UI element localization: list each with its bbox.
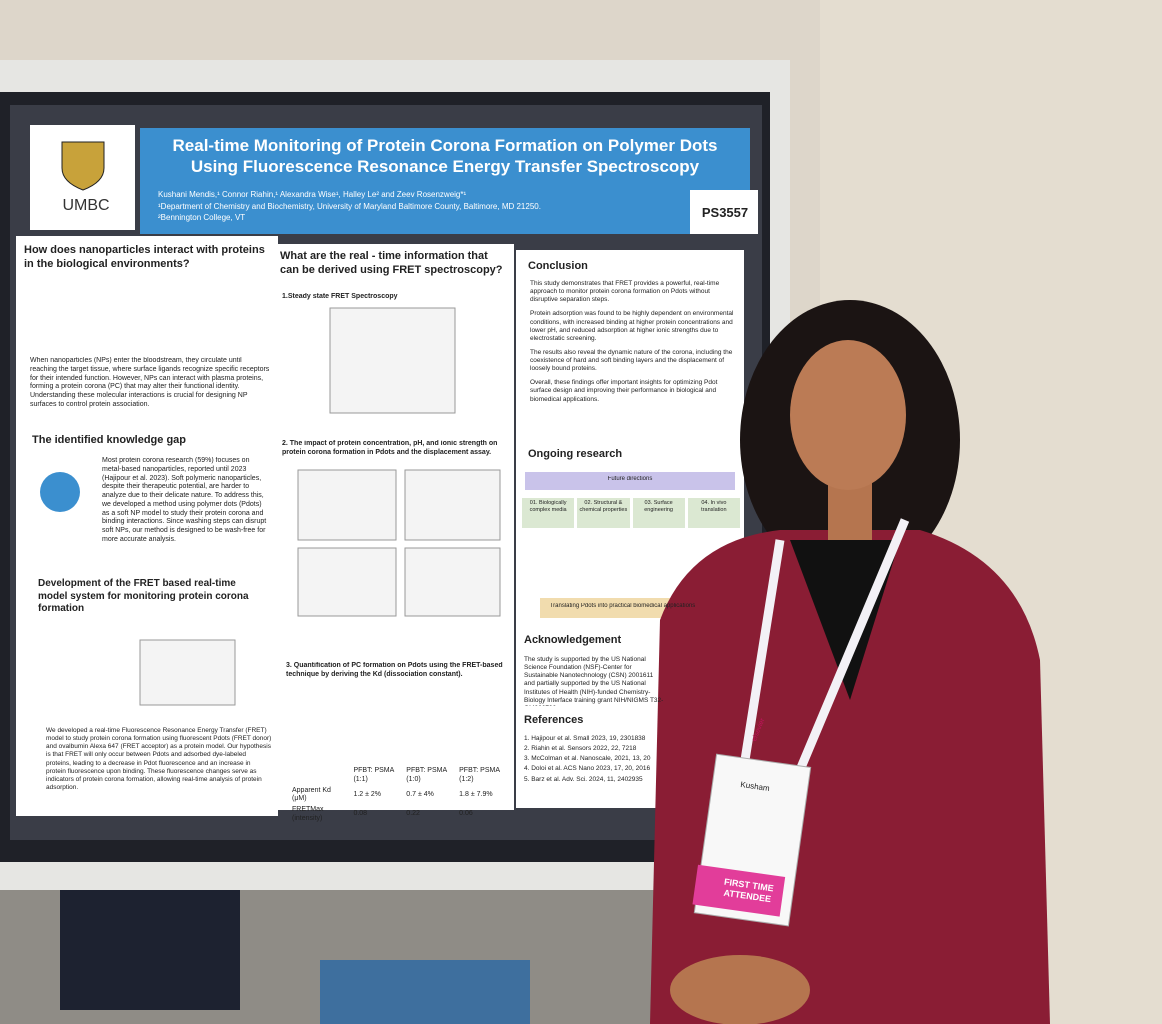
step-box: 04. In vivo translation [687,498,740,528]
subheading: 2. The impact of protein concentration, … [282,440,498,456]
reference: 4. Doloi et al. ACS Nano 2023, 17, 20, 2… [524,765,651,773]
affiliation: ²Bennington College, VT [158,213,246,222]
reference: 5. Barz et al. Adv. Sci. 2024, 11, 24029… [524,775,643,783]
reference: 2. Riahin et al. Sensors 2022, 22, 7218 [524,745,637,753]
table-cell: 0.22 [406,810,420,818]
kd-table-wrap: PFBT: PSMA (1:1) PFBT: PSMA (1:0) PFBT: PS… [288,766,508,825]
translating-label: Translating Pdots into practical biomedi… [549,603,696,609]
conclusion-list: This study demonstrates that FRET provid… [530,280,735,430]
reference-list: 1. Hajipour et al. Small 2023, 19, 23018… [524,735,659,795]
id-box [690,190,758,234]
step-box: 02. Structural & chemical properties [577,498,630,528]
reference: 1. Hajipour et al. Small 2023, 19, 23018… [524,735,646,742]
lanyard [740,518,910,772]
table-cell [288,766,349,786]
section-heading: What are the real - time information tha… [280,250,503,276]
authors: Kushani Mendis,¹ Connor Riahin,¹ Alexand… [158,190,467,199]
table-cell: Apparent Kd (μM) [292,786,331,803]
table-cell: FRETMax (intensity) [292,806,324,822]
table-cell: PFBT: PSMA (1:1) [353,767,394,783]
subheading: 1.Steady state FRET Spectroscopy [282,293,398,300]
section-heading: References [524,714,584,726]
table-cell: 1.2 ± 2% [353,790,382,798]
figure-2c [297,547,397,617]
figure-2b [404,469,501,541]
table-row: Apparent Kd (μM) 1.2 ± 2% 0.7 ± 4% 1.8 ± 7.… [288,786,508,806]
logo-shield [61,141,105,191]
table-cell: 0.7 ± 4% [406,790,434,798]
future-bar [525,472,735,490]
top [790,540,900,700]
figure-2a [297,469,397,541]
table-cell: 0.06 [459,810,473,818]
section-heading: Ongoing research [528,448,623,460]
pie-chart [40,472,80,512]
section-heading: The identified knowledge gap [32,434,187,446]
table-row: PFBT: PSMA (1:1) PFBT: PSMA (1:0) PFBT: PS… [288,766,508,786]
reference: 3. McColman et al. Nanoscale, 2021, 13, … [524,755,651,763]
affiliation: ¹Department of Chemistry and Biochemistr… [158,202,541,211]
step-box: 01. Biologically complex media [522,498,575,528]
section-heading: Acknowledgement [524,634,622,646]
section-heading: Conclusion [528,260,588,272]
poster-id: PS3557 [701,205,749,220]
subheading: 3. Quantification of PC formation on Pdo… [286,662,503,678]
section-text: Most protein corona research (59%) focus… [102,457,267,543]
conclusion-item: This study demonstrates that FRET provid… [530,280,720,304]
badge-ribbon [692,864,786,917]
section-heading: Development of the FRET based real-time … [38,578,249,614]
table-cell: 1.8 ± 7.9% [459,790,493,798]
table-cell: PFBT: PSMA (1:2) [459,767,500,783]
mat [320,960,530,1024]
figure-2d [404,547,501,617]
table-row: FRETMax (intensity) 0.08 0.22 0.06 [288,805,508,825]
steps: 01. Biologically complex media 02. Struct… [522,498,740,528]
figure-3 [139,639,236,706]
hands [670,955,810,1024]
title-band [140,128,750,234]
table-cell: PFBT: PSMA (1:0) [406,767,447,783]
kd-table: PFBT: PSMA (1:1) PFBT: PSMA (1:0) PFBT: PS… [288,766,508,825]
conclusion-item: Protein adsorption was found to be highl… [530,310,734,342]
section-text: When nanoparticles (NPs) enter the blood… [30,357,270,408]
conclusion-item: Overall, these findings offer important … [530,379,718,403]
left-column [16,236,278,816]
poster-title: Real-time Monitoring of Protein Corona F… [172,136,718,177]
legs [60,880,240,1010]
section-text: We developed a real-time Fluorescence Re… [46,727,272,791]
logo-text: UMBC [62,197,110,214]
ack-text: The study is supported by the US Nationa… [524,656,664,706]
table-cell: 0.08 [353,810,368,818]
future-label: Future directions [607,476,653,482]
section-heading: How does nanoparticles interact with pro… [24,244,265,270]
step-box: 03. Surface engineering [632,498,685,528]
face [790,340,906,490]
conclusion-item: The results also reveal the dynamic natu… [530,348,733,373]
figure-1 [329,307,456,414]
